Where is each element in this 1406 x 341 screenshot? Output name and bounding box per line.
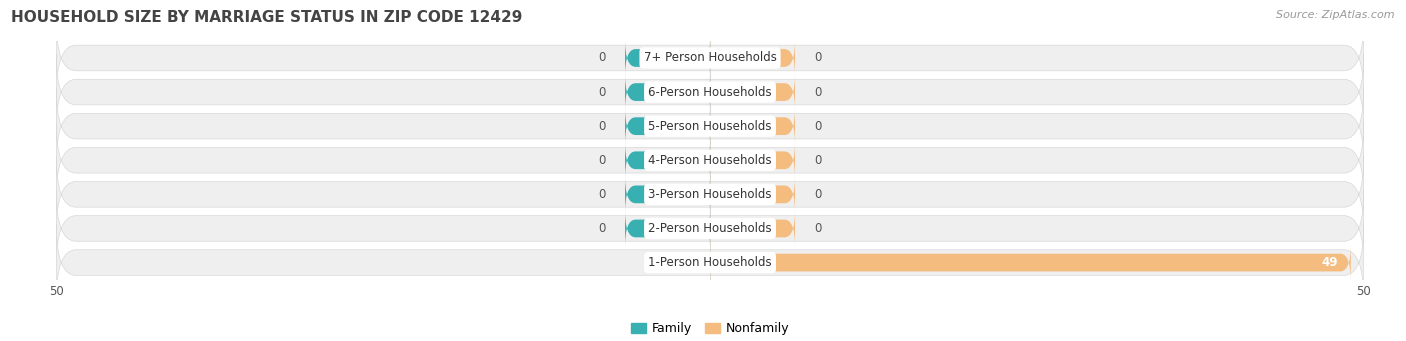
FancyBboxPatch shape [626, 108, 710, 145]
Text: 0: 0 [598, 86, 606, 99]
Legend: Family, Nonfamily: Family, Nonfamily [626, 317, 794, 340]
Text: 4-Person Households: 4-Person Households [648, 154, 772, 167]
Text: 3-Person Households: 3-Person Households [648, 188, 772, 201]
Text: 2-Person Households: 2-Person Households [648, 222, 772, 235]
FancyBboxPatch shape [710, 210, 794, 247]
FancyBboxPatch shape [626, 40, 710, 76]
FancyBboxPatch shape [710, 142, 794, 179]
FancyBboxPatch shape [626, 176, 710, 213]
FancyBboxPatch shape [56, 88, 1364, 165]
FancyBboxPatch shape [56, 156, 1364, 233]
FancyBboxPatch shape [710, 74, 794, 110]
Text: 5-Person Households: 5-Person Households [648, 120, 772, 133]
Text: 49: 49 [1322, 256, 1337, 269]
Text: 0: 0 [598, 51, 606, 64]
FancyBboxPatch shape [626, 74, 710, 110]
FancyBboxPatch shape [56, 19, 1364, 97]
FancyBboxPatch shape [56, 224, 1364, 301]
FancyBboxPatch shape [710, 244, 1351, 281]
Text: HOUSEHOLD SIZE BY MARRIAGE STATUS IN ZIP CODE 12429: HOUSEHOLD SIZE BY MARRIAGE STATUS IN ZIP… [11, 10, 523, 25]
Text: 0: 0 [598, 120, 606, 133]
Text: 0: 0 [814, 154, 823, 167]
FancyBboxPatch shape [56, 190, 1364, 267]
Text: 0: 0 [598, 188, 606, 201]
Text: 0: 0 [814, 222, 823, 235]
FancyBboxPatch shape [710, 108, 794, 145]
FancyBboxPatch shape [710, 176, 794, 213]
FancyBboxPatch shape [626, 210, 710, 247]
Text: 7+ Person Households: 7+ Person Households [644, 51, 776, 64]
FancyBboxPatch shape [710, 40, 794, 76]
Text: Source: ZipAtlas.com: Source: ZipAtlas.com [1277, 10, 1395, 20]
FancyBboxPatch shape [56, 54, 1364, 131]
Text: 0: 0 [814, 188, 823, 201]
FancyBboxPatch shape [56, 122, 1364, 198]
Text: 0: 0 [814, 120, 823, 133]
Text: 0: 0 [598, 154, 606, 167]
Text: 6-Person Households: 6-Person Households [648, 86, 772, 99]
Text: 0: 0 [814, 86, 823, 99]
FancyBboxPatch shape [626, 142, 710, 179]
Text: 0: 0 [814, 51, 823, 64]
Text: 0: 0 [598, 222, 606, 235]
Text: 1-Person Households: 1-Person Households [648, 256, 772, 269]
